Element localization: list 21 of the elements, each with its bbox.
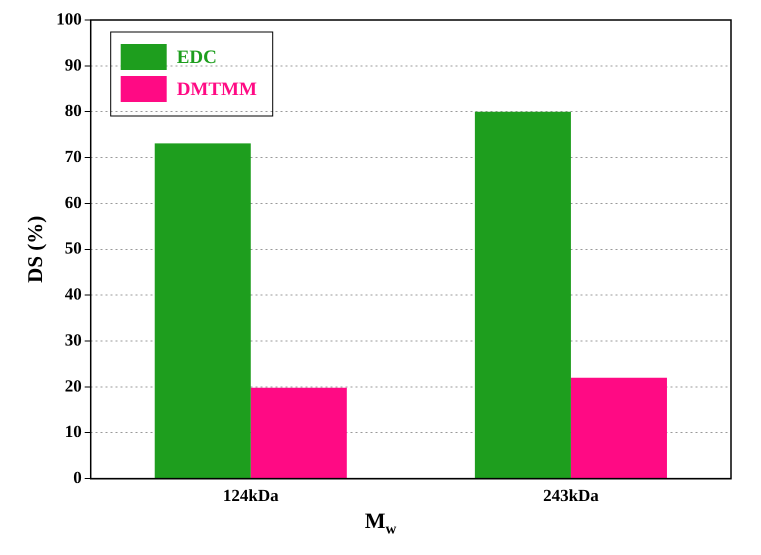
- y-tick-label: 50: [64, 238, 82, 258]
- y-tick-label: 60: [64, 192, 82, 212]
- bar: [154, 143, 251, 478]
- legend-label: EDC: [176, 46, 217, 68]
- y-tick-label: 100: [56, 9, 82, 28]
- x-axis-title: M$_{w}$: [364, 508, 398, 538]
- y-tick-label: 30: [64, 330, 82, 350]
- bar: [250, 388, 347, 478]
- bar: [474, 112, 571, 478]
- y-tick-label: 0: [73, 468, 82, 487]
- y-tick-label: 40: [64, 284, 82, 304]
- y-axis-title: DS (%): [23, 216, 48, 283]
- y-tick-label: 10: [64, 422, 82, 442]
- y-tick-label: 80: [64, 101, 82, 120]
- y-tick-label: 90: [64, 55, 82, 74]
- legend-label: DMTMM: [176, 78, 257, 100]
- x-tick-label: 243kDa: [543, 486, 600, 506]
- y-tick-label: 70: [64, 146, 82, 166]
- y-tick-label: 20: [64, 376, 82, 396]
- bar: [570, 378, 667, 478]
- x-tick-label: 124kDa: [222, 486, 280, 506]
